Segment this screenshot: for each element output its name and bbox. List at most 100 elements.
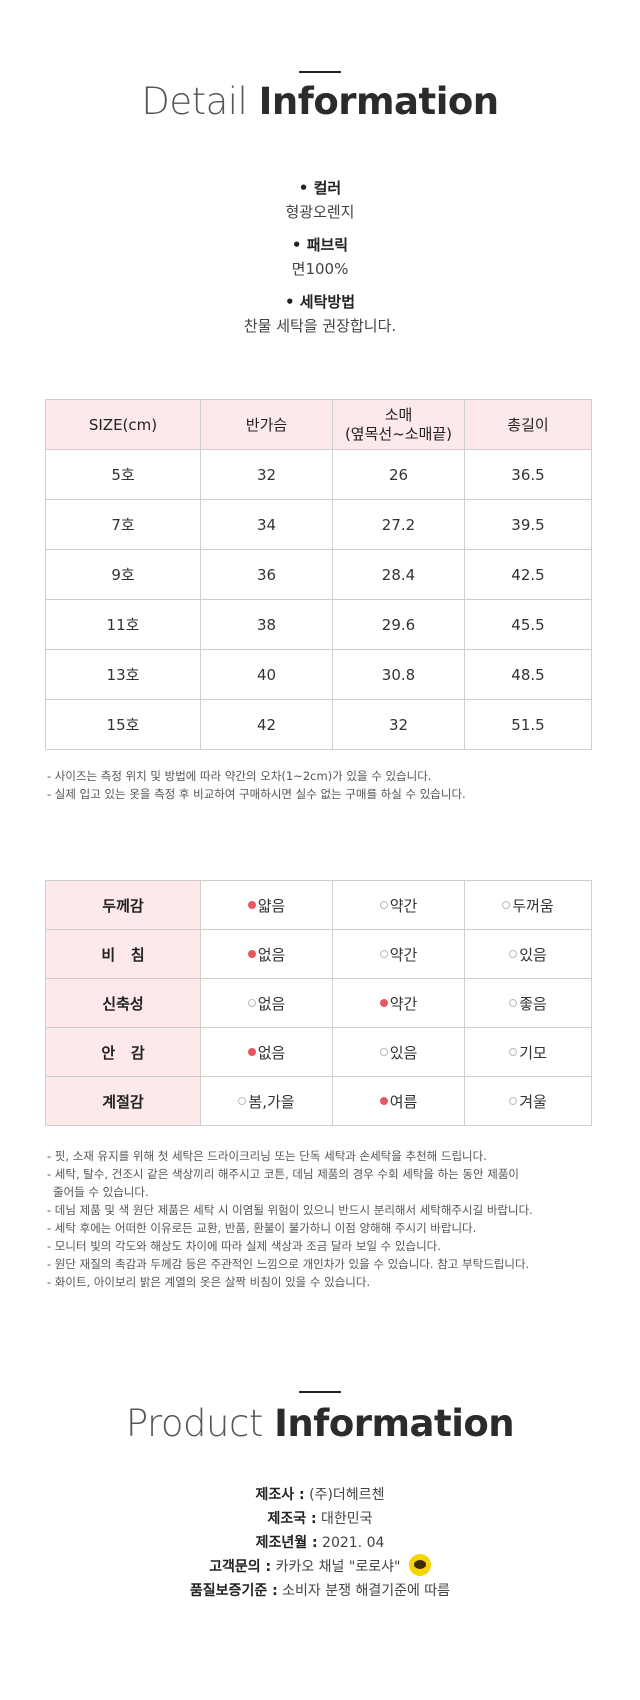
header-size: SIZE(cm) [45,399,201,450]
fit-option: 있음 [332,1027,465,1077]
note-line: - 세탁, 탈수, 건조시 같은 색상끼리 해주시고 코튼, 데님 제품의 경우… [47,1167,519,1181]
info-key: 제조국 : [267,1511,317,1527]
detail-title: Detail Information [0,80,640,123]
spec-value: 면100% [291,260,349,278]
table-cell: 5호 [45,449,201,500]
table-cell: 13호 [45,649,201,700]
fit-option-label: 얇음 [257,896,286,915]
kakao-talk-icon [408,1554,431,1576]
fit-option-label: 없음 [257,994,286,1013]
info-value: 2021. 04 [317,1535,385,1551]
info-row-date: 제조년월 : 2021. 04 [0,1531,640,1555]
info-row-country: 제조국 : 대한민국 [0,1507,640,1531]
unselected-dot-icon [509,999,518,1007]
note-line: - 데님 제품 및 색 원단 제품은 세탁 시 이염될 위험이 있으니 반드시 … [47,1203,533,1217]
fit-option: 없음 [200,978,333,1028]
table-cell: 45.5 [464,599,592,650]
size-table-body: 5호 32 26 36.5 7호 34 27.2 39.5 9호 36 28.4 42.5 11호 38 2… [45,449,592,750]
table-cell: 39.5 [464,499,592,550]
fit-option: 봄,가을 [200,1076,333,1126]
unselected-dot-icon [379,950,388,958]
fit-option: 약간 [332,880,465,930]
fit-option-label: 봄,가을 [248,1092,295,1111]
product-title-bold: Information [274,1402,515,1445]
note-line: - 세탁 후에는 어떠한 이유로든 교환, 반품, 환불이 불가하니 이점 양해… [47,1221,477,1235]
table-cell: 11호 [45,599,201,650]
table-row: 13호 40 30.8 48.5 [45,649,592,700]
fit-option-label: 여름 [389,1092,418,1111]
fit-option: 기모 [464,1027,592,1077]
fit-option: 여름 [332,1076,465,1126]
info-value: 소비자 분쟁 해결기준에 따름 [277,1583,451,1599]
spec-label: • 패브릭 [291,236,349,254]
fit-option: 얇음 [200,880,333,930]
unselected-dot-icon [379,1048,388,1056]
header-sleeve-label: 소매 (옆목선~소매끝) [344,405,453,443]
table-cell: 38 [200,599,333,650]
table-row: 11호 38 29.6 45.5 [45,599,592,650]
table-cell: 32 [200,449,333,500]
info-value: 대한민국 [316,1511,373,1527]
fit-option-label: 있음 [389,1043,418,1062]
fit-option-label: 있음 [519,945,547,964]
unselected-dot-icon [509,1048,518,1056]
fit-table-body: 두께감 얇음 약간 두꺼움 비 침 없음 약간 있음 신축성 없음 약간 좋음 안 감 없음 있음 기모 계절감… [45,880,592,1126]
note-line: - 모니터 빛의 각도와 해상도 차이에 따라 실제 색상과 조금 달라 보일 … [47,1239,441,1253]
info-key: 제조년월 : [255,1535,318,1551]
size-notes: - 사이즈는 측정 위치 및 방법에 따라 약간의 오차(1~2cm)가 있을 … [47,767,607,803]
table-cell: 27.2 [332,499,465,550]
spec-color: • 컬러 형광오렌지 [0,177,640,222]
fit-option: 좋음 [464,978,592,1028]
fit-option-label: 겨울 [519,1092,547,1111]
table-cell: 15호 [45,699,201,750]
info-row-warranty: 품질보증기준 : 소비자 분쟁 해결기준에 따름 [0,1579,640,1603]
table-cell: 9호 [45,549,201,600]
fit-option-label: 없음 [257,1043,286,1062]
spec-label: • 컬러 [298,179,342,197]
info-key: 고객문의 : [209,1559,272,1575]
fit-option: 약간 [332,978,465,1028]
table-cell: 34 [200,499,333,550]
table-cell: 42.5 [464,549,592,600]
fit-row: 계절감 봄,가을 여름 겨울 [45,1076,592,1126]
header-chest: 반가슴 [200,399,333,450]
info-row-contact: 고객문의 : 카카오 채널 "로로샤" [0,1554,640,1579]
spec-fabric: • 패브릭 면100% [0,234,640,279]
table-cell: 51.5 [464,699,592,750]
selected-dot-icon [379,999,388,1007]
spec-washing: • 세탁방법 찬물 세탁을 권장합니다. [0,291,640,336]
table-cell: 36.5 [464,449,592,500]
unselected-dot-icon [379,901,388,909]
fit-option: 없음 [200,1027,333,1077]
detail-title-bold: Information [258,80,500,123]
fit-option-label: 약간 [389,896,418,915]
product-title-light: Product [125,1402,263,1445]
fit-label: 안 감 [45,1027,201,1077]
fit-label: 계절감 [45,1076,201,1126]
table-row: 7호 34 27.2 39.5 [45,499,592,550]
fit-row: 안 감 없음 있음 기모 [45,1027,592,1077]
fit-option-label: 기모 [519,1043,547,1062]
fit-option: 있음 [464,929,592,979]
title-rule [299,71,341,73]
fit-label: 두께감 [45,880,201,930]
fit-option-label: 약간 [389,945,418,964]
info-key: 품질보증기준 : [189,1583,278,1599]
product-info: 제조사 : (주)더헤르첸 제조국 : 대한민국 제조년월 : 2021. 04… [0,1483,640,1603]
fit-option: 약간 [332,929,465,979]
header-length: 총길이 [464,399,592,450]
detail-title-light: Detail [141,80,248,123]
note-line: - 원단 재질의 촉감과 두께감 등은 주관적인 느낌으로 개인차가 있을 수 … [47,1257,530,1271]
unselected-dot-icon [247,999,256,1007]
fit-label: 신축성 [45,978,201,1028]
table-cell: 32 [332,699,465,750]
table-cell: 48.5 [464,649,592,700]
title-rule [299,1391,341,1393]
info-key: 제조사 : [255,1487,305,1503]
care-notes: - 핏, 소재 유지를 위해 첫 세탁은 드라이크리닝 또는 단독 세탁과 손세… [47,1147,607,1291]
product-title: Product Information [0,1402,640,1445]
size-table: SIZE(cm) 반가슴 소매 (옆목선~소매끝) 총길이 5호 32 26 36.5 7… [45,399,592,750]
unselected-dot-icon [238,1097,247,1105]
table-cell: 40 [200,649,333,700]
unselected-dot-icon [502,901,511,909]
